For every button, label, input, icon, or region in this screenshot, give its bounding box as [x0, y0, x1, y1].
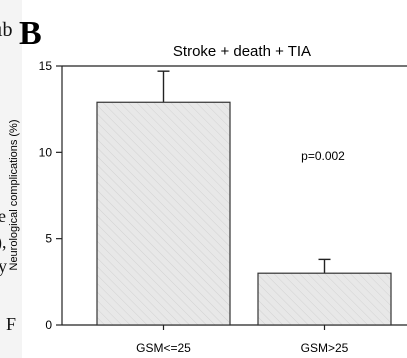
margin-fragment: F [6, 314, 16, 334]
p-value-annotation: p=0.002 [301, 149, 345, 163]
y-tick-label: 10 [39, 145, 53, 159]
margin-fragment: ), [0, 232, 7, 253]
panel-label: B [19, 15, 42, 52]
margin-fragment: ıb [0, 19, 13, 41]
x-tick-label: GSM>25 [301, 341, 349, 355]
margin-strip [0, 0, 22, 358]
bar [257, 272, 392, 326]
y-axis-label: Neurological complications (%) [8, 119, 20, 270]
margin-fragment: y [0, 256, 7, 276]
bars [96, 70, 392, 326]
x-tick-labels: GSM<=25 GSM>25 [136, 325, 349, 355]
y-tick-label: 5 [45, 232, 52, 246]
margin-fragment: e [0, 206, 6, 226]
y-ticks: 0 5 10 15 [39, 59, 62, 332]
y-tick-label: 0 [45, 318, 52, 332]
chart-title: Stroke + death + TIA [173, 43, 311, 60]
y-tick-label: 15 [39, 59, 53, 73]
x-tick-label: GSM<=25 [136, 341, 191, 355]
bar [96, 101, 231, 326]
